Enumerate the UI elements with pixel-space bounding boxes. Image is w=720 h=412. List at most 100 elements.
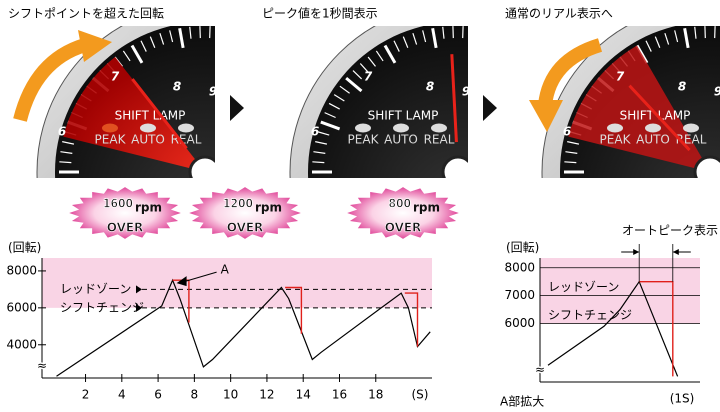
gauge-tick [237,30,240,42]
lamp [645,123,661,133]
gauge-tick [246,33,250,44]
needle [131,78,188,150]
lamp [431,123,447,133]
lamp [178,123,194,133]
badge-burst [189,187,301,239]
gauge-tick [159,32,165,45]
gauge-tick [149,36,156,48]
gauge-number: 7 [364,70,373,84]
gauge-number: 7 [616,70,625,84]
dimension-head [633,249,640,255]
lamp [607,123,623,133]
gauge-tick [313,191,325,193]
gauge-hub [188,155,215,178]
gauge-tick [312,181,324,182]
gauge-tick [393,40,400,52]
gauge-tick [59,181,71,182]
y-tick-label: 6000 [504,316,535,330]
gauge-tick [60,191,72,193]
gauge-tick [375,50,384,62]
gauge-tick [367,56,376,67]
lamp [102,123,118,133]
lamp [393,123,409,133]
needle [628,84,691,152]
gauge-tick [573,215,592,222]
annotation: A [221,263,230,277]
gauge-tick [318,209,330,212]
annotation-arrowhead [176,276,187,287]
caption: ピーク値を1秒間表示 [262,6,378,21]
gauge-tick [313,151,326,154]
shift-lamp-label: SHIFT LAMP [115,109,186,123]
gauge-face [308,26,468,178]
gauge-tick [412,32,418,45]
step-arrow [230,95,244,121]
badge-label: OVER [107,221,144,235]
gauge-tick [402,36,409,48]
y-axis-title: (回転) [506,241,539,255]
badge-unit: rpm [413,201,440,215]
gauge-number: 9 [462,85,470,99]
gauge-hub [693,155,720,178]
axis-break: ≈ [37,359,47,373]
gauge-tick [472,27,473,39]
data-line [547,280,679,377]
orange-arrow [13,38,88,122]
gauge-tick [422,30,427,43]
gauge-tick [674,30,679,43]
badge-label: OVER [227,221,264,235]
badge-value: 1600 [103,197,133,211]
badge-value: 800 [388,197,411,211]
gauge-number: 8 [426,80,434,94]
gauge-tick [317,131,330,136]
gauge-tick [352,70,363,80]
gauge-tick [189,26,192,39]
caption: シフトポイントを超えた回転 [8,6,164,21]
y-tick-label: 4000 [6,337,37,351]
x-tick-label: 8 [191,388,199,402]
gauge-tick [694,26,697,39]
gauge-number: 6 [563,125,571,139]
reference-label: レッドゾーン [60,282,131,296]
shift-lamp-label: SHIFT LAMP [620,109,691,123]
gauge-tick [565,191,577,193]
red-zone-band [42,258,432,308]
gauge-tick [564,181,576,182]
step-arrow [483,95,497,121]
dimension-head [672,249,679,255]
gauge-tick [564,161,577,164]
gauge-tick [345,77,363,93]
badge-burst [347,187,459,239]
gauge-number: 8 [173,80,181,94]
x-axis-title: (S) [412,388,429,402]
gauge-tick [62,141,75,145]
annotation-arrow [182,271,217,283]
y-axis-title: (回転) [8,241,41,255]
gauge-tick [490,30,493,42]
lamp-label: AUTO [636,133,670,147]
gauge-number: 9 [209,85,217,99]
gauge-tick [60,151,73,154]
reference-label: シフトチェンジ [60,300,144,314]
gauge-tick [328,102,340,110]
x-tick-label: 10 [223,388,238,402]
x-tick-label: 14 [296,388,311,402]
data-line [639,281,674,377]
gauge-tick [664,32,670,45]
y-tick-label: 8000 [6,263,37,277]
orange-arrow-head [78,30,112,62]
lamp-label: PEAK [95,133,127,147]
gauge-tick [312,161,325,164]
x-tick-label: 6 [154,388,162,402]
gauge-tick [683,27,690,49]
gauge-number: 6 [311,125,319,139]
x-tick-label: 2 [82,388,90,402]
x-tick-label: 12 [259,388,274,402]
badge-unit: rpm [135,201,162,215]
orange-arrow-head [529,100,563,132]
x-tick-label: 18 [368,388,383,402]
x-tick-label: 16 [332,388,347,402]
